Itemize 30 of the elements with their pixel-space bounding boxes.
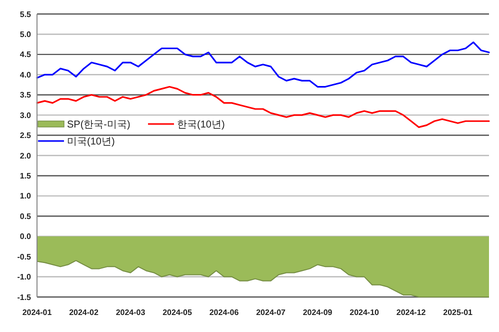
- x-tick-label: 2024-07: [256, 308, 286, 317]
- y-tick-label: 5.0: [20, 30, 32, 40]
- legend-label: 한국(10년): [177, 120, 225, 130]
- y-tick-label: 0.0: [20, 232, 32, 242]
- x-tick-label: 2024-02: [69, 308, 99, 317]
- y-tick-label: 5.5: [20, 10, 32, 19]
- x-tick-label: 2024-09: [302, 308, 333, 317]
- x-tick-label: 2025-01: [443, 308, 474, 317]
- y-tick-label: -1.5: [17, 292, 32, 302]
- y-tick-label: 1.0: [20, 192, 32, 201]
- x-tick-label: 2024-12: [396, 308, 426, 317]
- line-series: [36, 42, 490, 88]
- y-tick-label: 0.5: [20, 212, 32, 221]
- y-tick-label: -0.5: [17, 252, 32, 262]
- x-tick-label: 2024-05: [162, 308, 193, 317]
- x-tick-label: 2024-03: [116, 308, 146, 317]
- x-tick-label: 2024-10: [350, 308, 380, 317]
- y-tick-label: 4.0: [20, 70, 32, 80]
- y-tick-label: 3.0: [20, 110, 32, 120]
- x-tick-label: 2024-01: [22, 308, 52, 317]
- y-tick-label: 1.5: [20, 172, 32, 181]
- y-tick-label: -1.0: [17, 272, 32, 282]
- y-tick-label: 2.0: [20, 151, 32, 160]
- x-tick-label: 2024-06: [209, 308, 240, 317]
- y-tick-label: 4.5: [20, 50, 32, 60]
- legend-label: SP(한국-미국): [67, 120, 130, 130]
- y-tick-label: 3.5: [20, 90, 32, 100]
- legend-label: 미국(10년): [67, 136, 115, 148]
- y-tick-label: 2.5: [20, 131, 32, 140]
- line-series: [36, 86, 490, 128]
